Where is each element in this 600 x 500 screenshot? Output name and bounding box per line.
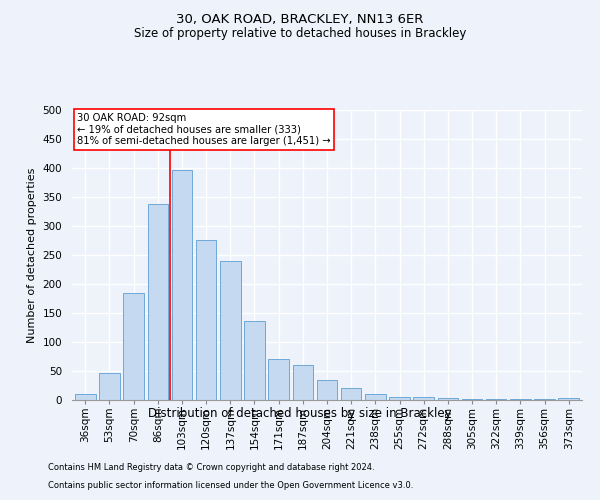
Text: Contains public sector information licensed under the Open Government Licence v3: Contains public sector information licen… [48, 481, 413, 490]
Bar [99, 372, 120, 400]
Bar [365, 394, 386, 400]
Bar [220, 262, 241, 400]
Bar [559, 398, 579, 400]
Bar [124, 292, 144, 400]
Bar [244, 321, 265, 400]
Bar [196, 240, 217, 400]
Bar [437, 398, 458, 400]
Y-axis label: Number of detached properties: Number of detached properties [27, 168, 37, 342]
Text: 30 OAK ROAD: 92sqm
← 19% of detached houses are smaller (333)
81% of semi-detach: 30 OAK ROAD: 92sqm ← 19% of detached hou… [77, 113, 331, 146]
Bar [413, 397, 434, 400]
Bar [293, 365, 313, 400]
Text: Distribution of detached houses by size in Brackley: Distribution of detached houses by size … [148, 408, 452, 420]
Bar [268, 360, 289, 400]
Text: Size of property relative to detached houses in Brackley: Size of property relative to detached ho… [134, 28, 466, 40]
Text: Contains HM Land Registry data © Crown copyright and database right 2024.: Contains HM Land Registry data © Crown c… [48, 464, 374, 472]
Bar [317, 380, 337, 400]
Bar [389, 396, 410, 400]
Text: 30, OAK ROAD, BRACKLEY, NN13 6ER: 30, OAK ROAD, BRACKLEY, NN13 6ER [176, 12, 424, 26]
Bar [148, 204, 168, 400]
Bar [172, 170, 192, 400]
Bar [341, 388, 361, 400]
Bar [75, 394, 95, 400]
